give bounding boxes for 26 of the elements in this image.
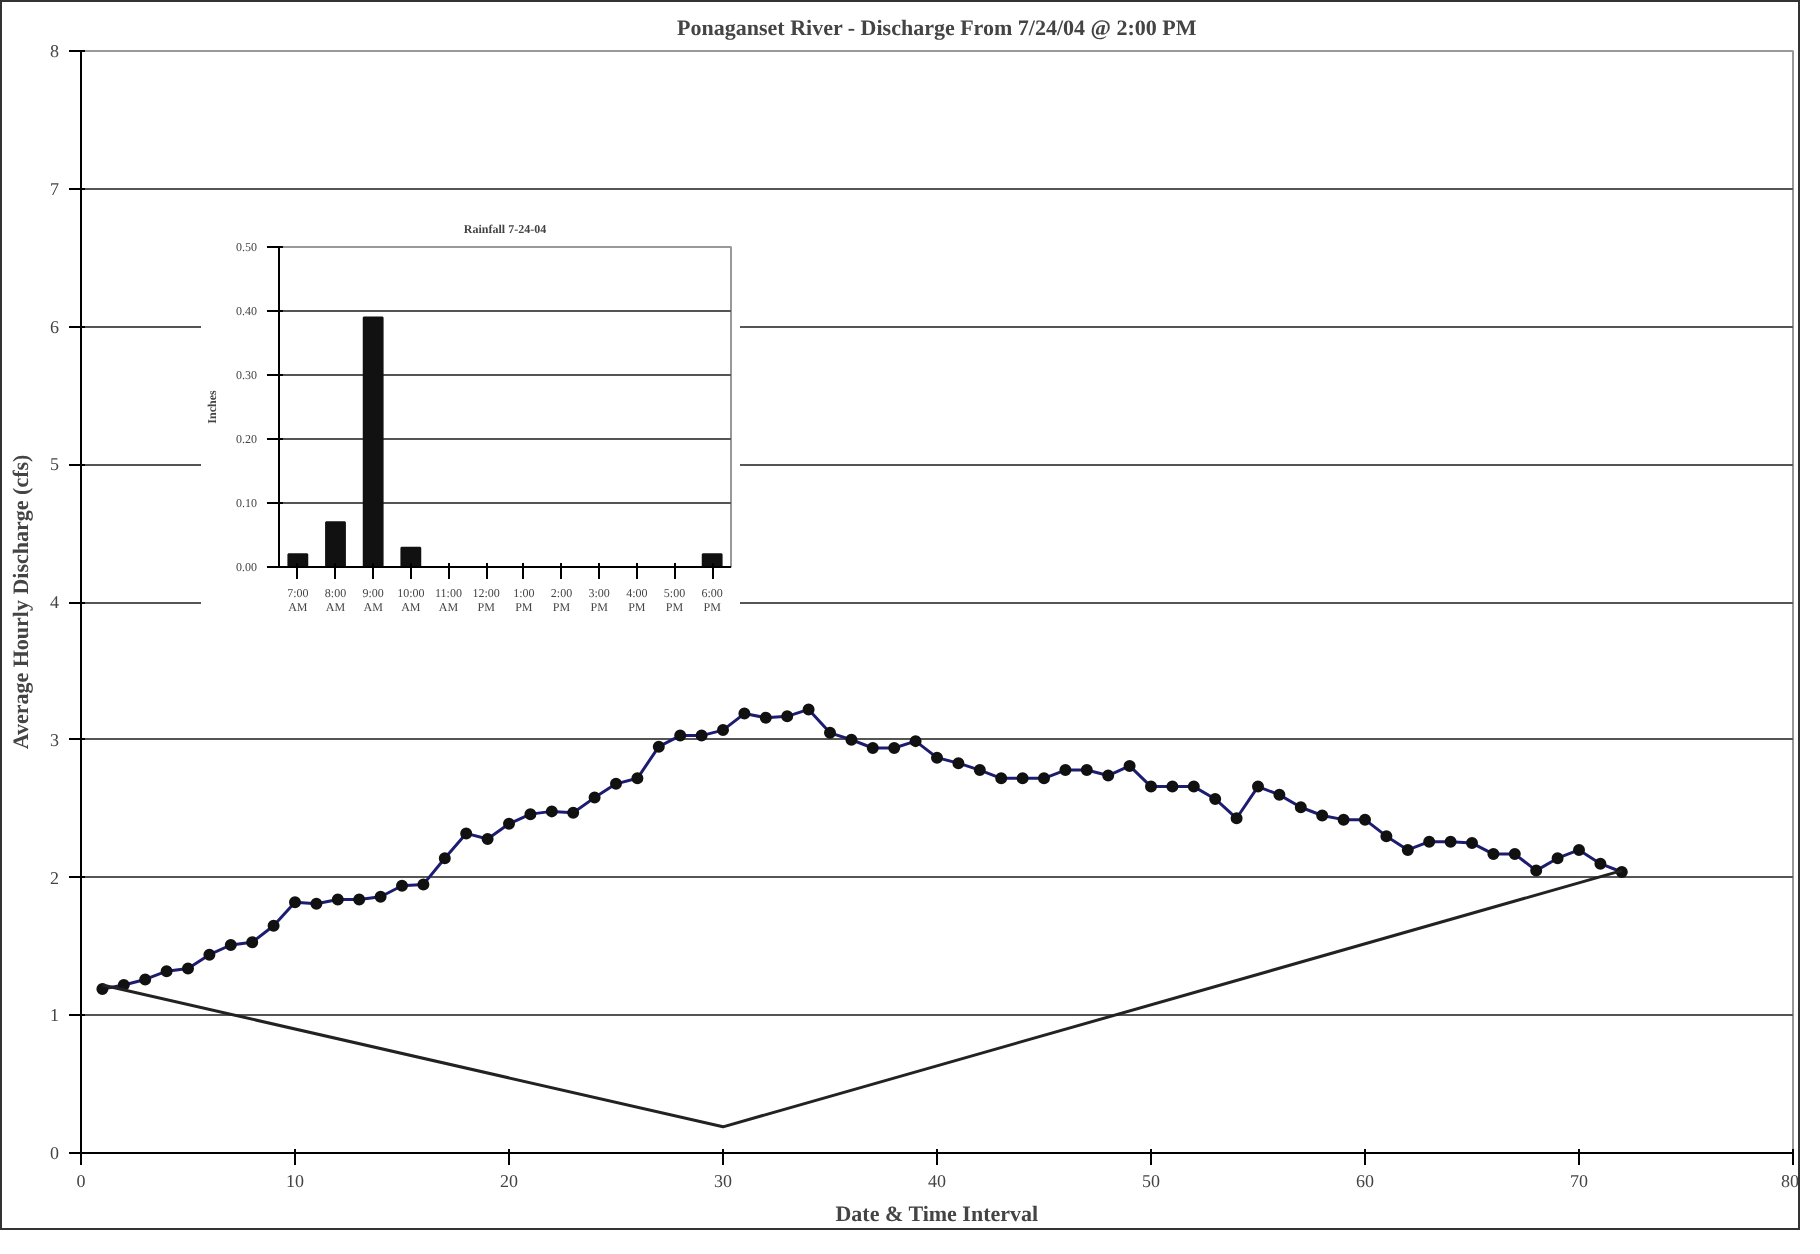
- y-axis-title: Average Hourly Discharge (cfs): [10, 453, 34, 750]
- bar: [701, 553, 723, 567]
- x-tick-label: 30: [714, 1171, 733, 1191]
- y-tick-label: 7: [50, 178, 60, 199]
- y-tick-label: 8: [50, 41, 60, 61]
- bar: [362, 316, 384, 567]
- y-tick-label: 1: [50, 1005, 59, 1026]
- x-tick-label: 20: [500, 1171, 519, 1191]
- y-tick-label: 4: [50, 592, 60, 612]
- x-tick-label: 60: [1356, 1171, 1375, 1191]
- y-tick-label: 2: [50, 867, 59, 888]
- x-tick-label: 50: [1142, 1171, 1161, 1191]
- bar: [400, 546, 422, 567]
- x-tick-label: 70: [1570, 1171, 1589, 1191]
- x-tick-label: 80: [1781, 1171, 1800, 1191]
- y-tick-label: 0: [50, 1143, 60, 1163]
- chart-title: Ponaganset River - Discharge From 7/24/04 @ 2:00 PM: [677, 17, 1198, 41]
- x-axis-title: Date & Time Interval: [835, 1203, 1039, 1227]
- x-tick-label: 0: [76, 1171, 87, 1191]
- y-tick-label: 5: [50, 454, 60, 475]
- x-tick-label: 10: [286, 1171, 305, 1191]
- bar: [325, 521, 346, 567]
- y-tick-label: 6: [50, 316, 60, 337]
- y-tick-label: 3: [50, 729, 60, 750]
- x-tick-label: 40: [928, 1171, 947, 1191]
- bar: [287, 553, 309, 567]
